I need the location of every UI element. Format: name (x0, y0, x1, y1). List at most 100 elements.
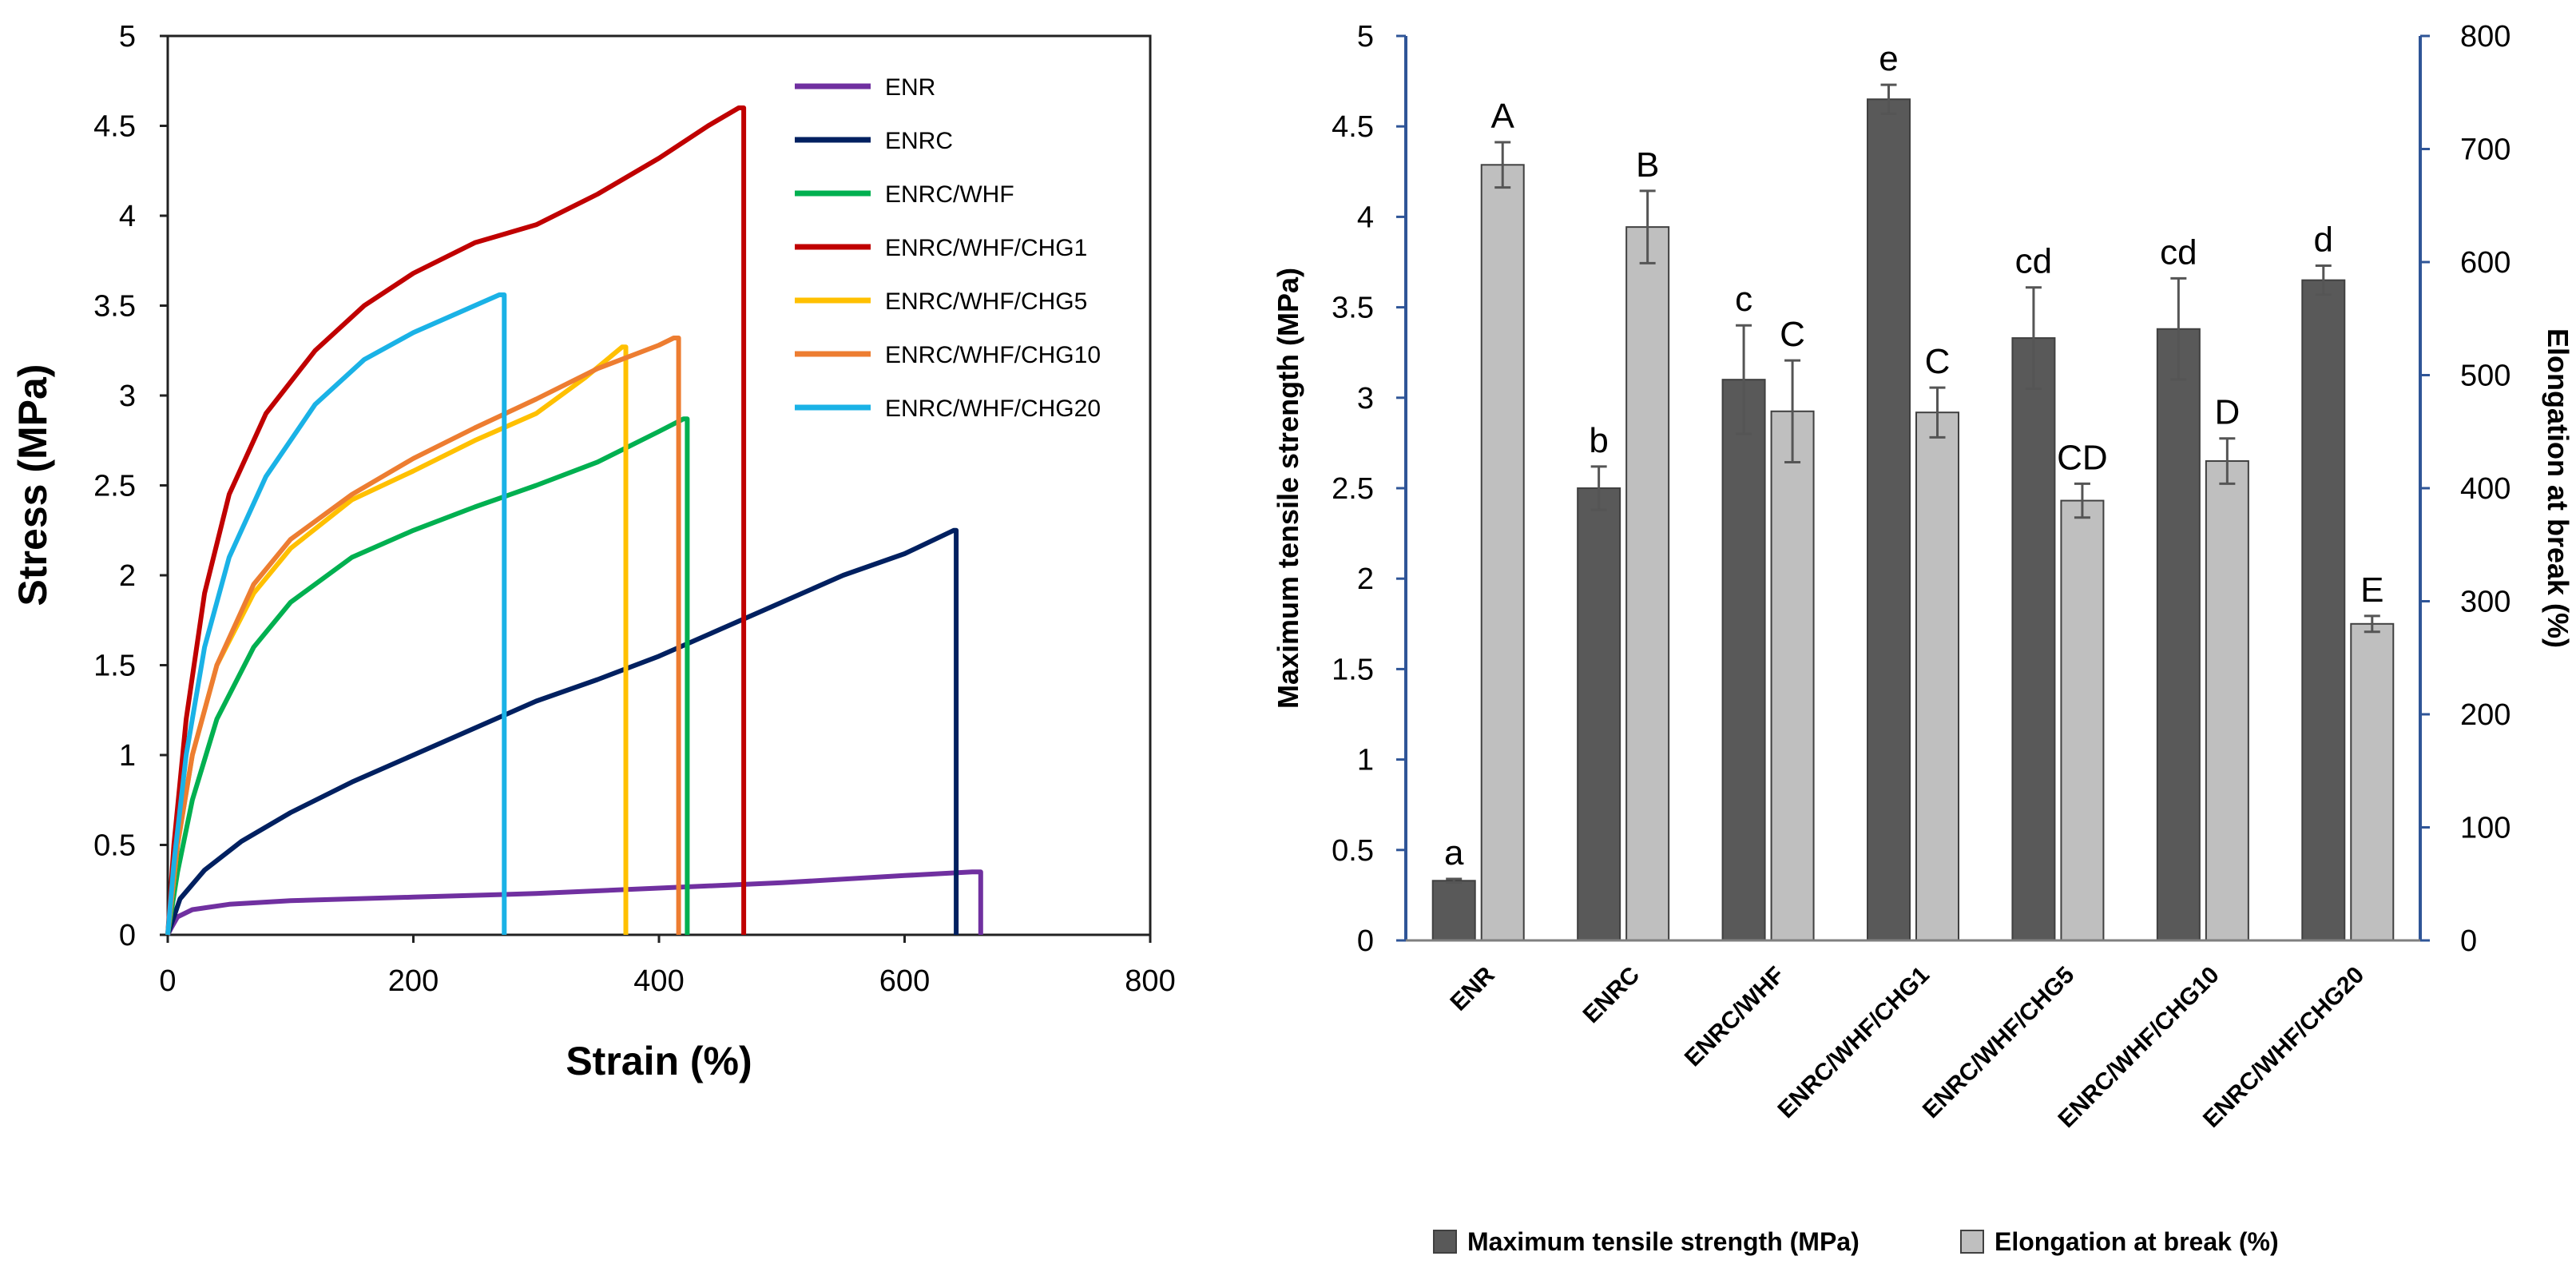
legend-label: ENRC/WHF (885, 181, 1014, 208)
significance-label: d (2314, 221, 2333, 260)
y-tick-label: 4 (119, 200, 136, 233)
y-tick-label: 2.5 (93, 470, 136, 503)
y-tick-label: 0.5 (93, 829, 136, 863)
y-tick-label: 5 (1357, 20, 1374, 54)
y2-tick-label: 600 (2460, 246, 2511, 280)
category-label: ENRC/WHF/CHG20 (2198, 962, 2369, 1133)
bar (2205, 460, 2249, 941)
category-label: ENR (1446, 961, 1500, 1016)
significance-label: b (1589, 421, 1608, 460)
y-tick-label: 2.5 (1332, 472, 1374, 506)
category-label: ENRC/WHF (1680, 962, 1790, 1072)
x-tick-label: 200 (388, 964, 439, 998)
y-tick-label: 3.5 (1332, 292, 1374, 325)
bar (2011, 337, 2056, 941)
y-tick-label: 1.5 (1332, 653, 1374, 686)
y-tick-label: 3.5 (93, 290, 136, 324)
x-axis-title: Strain (%) (566, 1039, 752, 1083)
legend-label: ENRC/WHF/CHG10 (885, 342, 1101, 368)
significance-label: D (2214, 393, 2240, 432)
y-tick-label: 3 (1357, 382, 1374, 415)
right-y-axis-title: Elongation at break (%) (2542, 328, 2574, 648)
legend-label: ENRC/WHF/CHG5 (885, 288, 1087, 315)
x-tick-label: 600 (879, 964, 930, 998)
series-line (165, 105, 747, 936)
series-line (165, 527, 959, 936)
category-label: ENRC/WHF/CHG1 (1772, 962, 1934, 1123)
y-tick-label: 5 (119, 20, 136, 54)
series-line (165, 416, 690, 936)
legend-label: ENRC (885, 128, 953, 154)
significance-label: C (1925, 342, 1951, 381)
y-tick-label: 1 (1357, 744, 1374, 777)
y-tick-label: 3 (119, 380, 136, 413)
bar (2060, 499, 2105, 941)
bar (1431, 880, 1476, 941)
bar (2350, 622, 2395, 941)
left-y-axis-title: Maximum tensile strength (MPa) (1272, 268, 1304, 709)
bar (2301, 279, 2346, 941)
right-y-axis-ticks: 0 100 200 300 400 500 600 700 800 (2420, 20, 2511, 958)
bar (1480, 164, 1525, 941)
y2-tick-label: 100 (2460, 812, 2511, 845)
category-label: ENRC (1578, 962, 1645, 1028)
y2-tick-label: 400 (2460, 472, 2511, 506)
legend-swatch (1960, 1230, 1984, 1254)
legend: ENR ENRC ENRC/WHF ENRC/WHF/CHG1 ENRC/WHF/CHG… (795, 74, 1101, 422)
y-tick-label: 4 (1357, 201, 1374, 234)
plot-area-frame (166, 34, 1152, 936)
y-tick-label: 0.5 (1332, 834, 1374, 868)
significance-label: B (1636, 145, 1659, 185)
y-tick-label: 1.5 (93, 650, 136, 683)
significance-label: c (1735, 280, 1752, 319)
y2-tick-label: 200 (2460, 698, 2511, 732)
bar (1770, 410, 1815, 941)
y2-tick-label: 300 (2460, 586, 2511, 619)
y2-tick-label: 500 (2460, 360, 2511, 393)
y-axis-ticks: 0 0.5 1 1.5 2 2.5 3 3.5 4 4.5 5 (93, 20, 168, 952)
significance-label: cd (2015, 242, 2052, 281)
series-line (165, 336, 681, 936)
x-tick-label: 0 (159, 964, 176, 998)
legend-label: ENRC/WHF/CHG1 (885, 235, 1087, 261)
y2-tick-label: 700 (2460, 133, 2511, 167)
plot-area-frame (1406, 36, 2420, 940)
y-axis-title: Stress (MPa) (10, 364, 55, 606)
legend-label: Maximum tensile strength (MPa) (1467, 1227, 1860, 1256)
bar (1867, 98, 1911, 942)
series-line (165, 869, 983, 936)
y-tick-label: 4.5 (1332, 110, 1374, 144)
bar (2156, 328, 2201, 941)
legend: Maximum tensile strength (MPa) Elongation… (1433, 1227, 2279, 1256)
y2-tick-label: 800 (2460, 20, 2511, 54)
bar (1625, 226, 1670, 941)
significance-label: E (2360, 570, 2383, 610)
category-label: ENRC/WHF/CHG10 (2054, 962, 2225, 1133)
significance-label: CD (2057, 438, 2108, 477)
y-tick-label: 2 (1357, 562, 1374, 596)
x-tick-label: 800 (1125, 964, 1175, 998)
significance-label: C (1780, 315, 1805, 354)
x-tick-label: 400 (633, 964, 684, 998)
bar (1721, 379, 1766, 942)
legend-label: ENRC/WHF/CHG20 (885, 396, 1101, 422)
y-tick-label: 4.5 (93, 110, 136, 144)
left-y-axis-ticks: 0 0.5 1 1.5 2 2.5 3 3.5 4 4.5 5 (1332, 20, 1406, 958)
series-lines (165, 105, 983, 936)
x-axis-ticks: 0 200 400 600 800 (159, 935, 1176, 998)
stress-strain-chart: 0 0.5 1 1.5 2 2.5 3 3.5 4 4.5 5 0 200 400 600 800 Stre… (10, 20, 1176, 1083)
category-label: ENRC/WHF/CHG5 (1918, 962, 2079, 1123)
significance-label: A (1491, 97, 1515, 136)
legend-swatch (1433, 1230, 1457, 1254)
significance-label: cd (2160, 233, 2197, 272)
series-line (165, 292, 507, 936)
legend-label: ENR (885, 74, 935, 101)
y-tick-label: 2 (119, 559, 136, 593)
significance-label: a (1444, 833, 1464, 873)
category-labels: ENR ENRC ENRC/WHFENRC/WHF/CHG1ENRC/WHF/CHG… (1446, 961, 2370, 1132)
bar (1577, 487, 1621, 941)
y2-tick-label: 0 (2460, 924, 2477, 958)
